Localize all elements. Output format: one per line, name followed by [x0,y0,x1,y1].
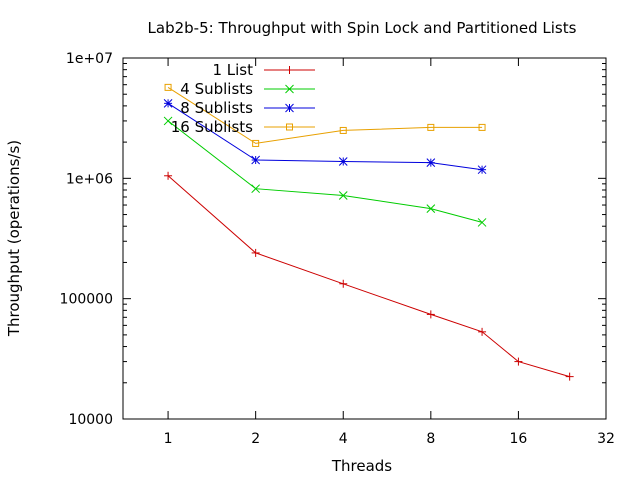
x-tick-label: 4 [339,431,348,447]
y-tick-label: 1e+07 [66,51,113,67]
data-point-8-sublists [426,158,436,168]
data-point-1-list [565,372,574,381]
data-point-1-list [514,357,523,366]
data-point-16-sublists [252,139,260,147]
legend-marker-16-sublists [286,123,293,131]
data-point-8-sublists [477,165,487,175]
x-tick-label: 1 [164,431,173,447]
data-point-4-sublists [426,204,436,213]
data-point-1-list [339,279,348,288]
data-point-8-sublists [163,98,173,108]
data-point-16-sublists [339,126,347,134]
y-axis-label: Throughput (operations/s) [5,140,23,337]
x-tick-label: 8 [426,431,435,447]
plot-frame [122,57,607,420]
chart-title: Lab2b-5: Throughput with Spin Lock and P… [148,19,577,37]
data-point-8-sublists [338,157,348,166]
data-point-1-list [478,327,487,336]
data-point-4-sublists [338,191,348,200]
legend-label-8-sublists: 8 Sublists [180,99,253,117]
data-point-16-sublists [478,123,486,131]
y-tick-label: 1e+06 [66,171,113,187]
legend-label-16-sublists: 16 Sublists [171,118,253,136]
data-point-1-list [164,171,173,180]
data-point-4-sublists [251,184,261,194]
data-point-4-sublists [163,116,173,126]
y-tick-label: 10000 [68,412,113,428]
data-point-16-sublists [427,123,435,131]
data-point-16-sublists [164,83,172,91]
y-tick-label: 100000 [60,292,113,308]
data-point-1-list [426,310,435,319]
series-line-16-sublists [167,86,483,144]
x-tick-label: 2 [251,431,260,447]
data-point-4-sublists [477,218,487,227]
data-point-8-sublists [251,155,261,165]
legend-marker-1-list [285,66,294,74]
legend-marker-4-sublists [285,84,294,94]
x-tick-label: 32 [597,431,615,447]
x-axis-label: Threads [331,457,392,475]
legend-marker-8-sublists [285,103,294,113]
plot-area: 1 2 4 8 16 32 10000 100000 1e+06 1e+07 [60,51,615,447]
legend-label-4-sublists: 4 Sublists [180,80,253,98]
x-tick-label: 16 [509,431,527,447]
data-point-1-list [251,248,260,257]
legend-label-1-list: 1 List [212,61,253,79]
